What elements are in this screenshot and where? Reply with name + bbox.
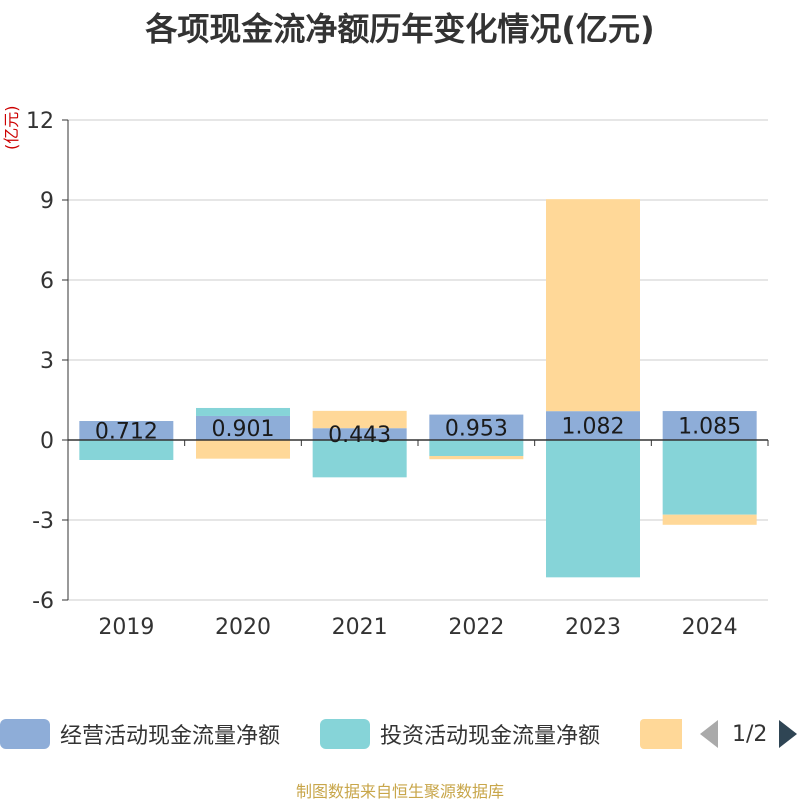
y-tick-label: 6 [40,269,54,294]
bar-series0-2022 [429,414,524,440]
legend: 经营活动现金流量净额 投资活动现金流量净额 1/2 [0,716,800,756]
y-tick-label: 12 [26,109,54,134]
bar-series0-2024 [662,411,757,440]
legend-swatch-investing [320,719,370,749]
bar-series2-2023 [546,199,640,412]
data-label-2019: 0.712 [95,420,158,445]
bar-series1-2021 [312,440,407,478]
y-tick-label: 9 [40,189,54,214]
bar-series2-2020 [196,440,290,459]
y-tick-label: -6 [32,589,54,614]
y-tick-label: 3 [40,349,54,374]
bar-series0-2021 [312,428,407,440]
legend-label-investing: 投资活动现金流量净额 [380,724,601,749]
x-tick-label-2020: 2020 [215,615,271,640]
legend-item-investing[interactable]: 投资活动现金流量净额 [320,716,600,752]
legend-item-financing[interactable] [640,716,682,752]
legend-item-operating[interactable]: 经营活动现金流量净额 [0,716,280,752]
data-label-2024: 1.085 [678,415,741,440]
bar-series0-2023 [546,411,640,440]
bar-series0-2019 [79,421,174,440]
legend-label-operating: 经营活动现金流量净额 [60,724,281,749]
legend-pager: 1/2 [700,716,798,752]
y-tick-label: 0 [40,429,54,454]
bar-series2-2021 [312,410,407,429]
bar-series2-2022 [429,456,524,460]
data-label-2020: 0.901 [212,417,275,442]
data-label-2022: 0.953 [445,416,508,441]
legend-prev-arrow-icon[interactable] [700,720,718,748]
chart-title: 各项现金流净额历年变化情况(亿元) [145,10,655,48]
bar-series1-2020 [196,407,290,416]
bar-series1-2022 [429,440,524,456]
bar-series1-2023 [546,440,640,578]
legend-swatch-operating [0,719,50,749]
x-tick-label-2024: 2024 [682,615,738,640]
stacked-bar-chart: -6 -3 0 3 6 9 12 2019 2020 2021 2022 2023 2024 0.712 0… [26,109,769,640]
data-label-2023: 1.082 [562,415,625,440]
y-tick-label: -3 [32,509,54,534]
legend-swatch-financing [640,719,682,749]
bar-series1-2019 [79,440,174,460]
x-tick-label-2023: 2023 [565,615,621,640]
bar-series1-2024 [662,440,757,515]
bar-series0-2020 [196,415,290,440]
data-source-note: 制图数据来自恒生聚源数据库 [295,782,504,801]
x-tick-label-2022: 2022 [448,615,504,640]
x-tick-label-2021: 2021 [332,615,388,640]
bar-series2-2024 [662,514,757,525]
legend-next-arrow-icon[interactable] [779,720,798,748]
data-label-2021: 0.443 [328,423,391,448]
legend-page-indicator: 1/2 [732,721,768,747]
x-tick-label-2019: 2019 [98,615,154,640]
